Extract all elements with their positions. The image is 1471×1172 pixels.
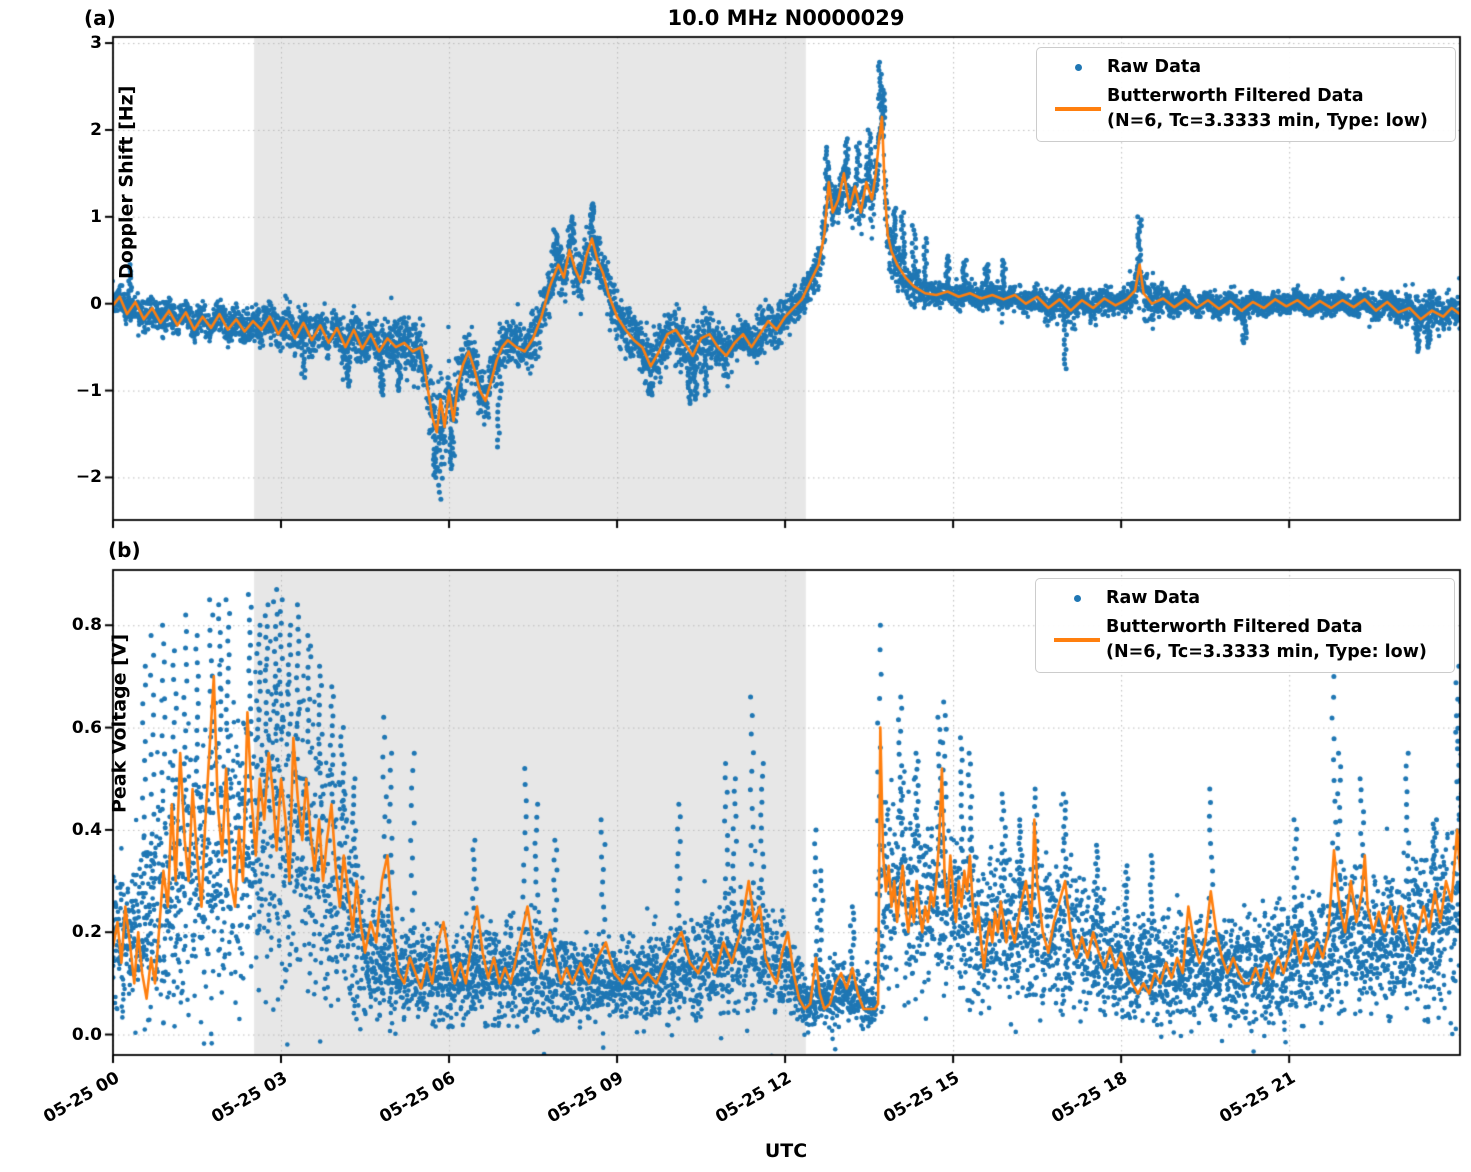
x-axis-label: UTC — [764, 1140, 808, 1162]
filtered-line-marker-icon — [1054, 638, 1100, 642]
y-tick-label-b: 0.6 — [71, 717, 102, 738]
y-axis-label-b: Peak Voltage [V] — [108, 633, 131, 813]
legend-raw-label: Raw Data — [1107, 57, 1202, 77]
y-tick-label-a: −1 — [75, 380, 102, 401]
y-tick-label-a: 3 — [90, 33, 102, 54]
legend-filtered-label: Butterworth Filtered Data (N=6, Tc=3.3333… — [1107, 86, 1428, 131]
legend-filtered-label: Butterworth Filtered Data (N=6, Tc=3.3333… — [1106, 617, 1427, 662]
y-tick-label-a: −2 — [75, 467, 102, 488]
filtered-line-marker-icon — [1055, 107, 1101, 111]
y-tick-label-b: 0.8 — [71, 615, 102, 636]
raw-data-marker-icon — [1074, 64, 1082, 71]
panel-b-tag: (b) — [108, 538, 141, 562]
y-tick-label-a: 1 — [90, 206, 102, 227]
y-tick-label-b: 0.2 — [71, 922, 102, 943]
y-tick-label-a: 2 — [90, 119, 102, 140]
figure-title: 10.0 MHz N0000029 — [667, 6, 905, 30]
y-tick-label-b: 0.4 — [71, 819, 102, 840]
y-tick-label-a: 0 — [90, 293, 102, 314]
raw-data-marker-icon — [1073, 595, 1081, 602]
y-axis-label-a: Doppler Shift [Hz] — [115, 85, 138, 279]
panel-a-tag: (a) — [84, 6, 116, 30]
legend-b: Raw Data Butterworth Filtered Data (N=6, … — [1035, 578, 1455, 673]
legend-a: Raw Data Butterworth Filtered Data (N=6, … — [1036, 47, 1456, 142]
legend-raw-label: Raw Data — [1106, 588, 1201, 608]
y-tick-label-b: 0.0 — [71, 1024, 102, 1045]
